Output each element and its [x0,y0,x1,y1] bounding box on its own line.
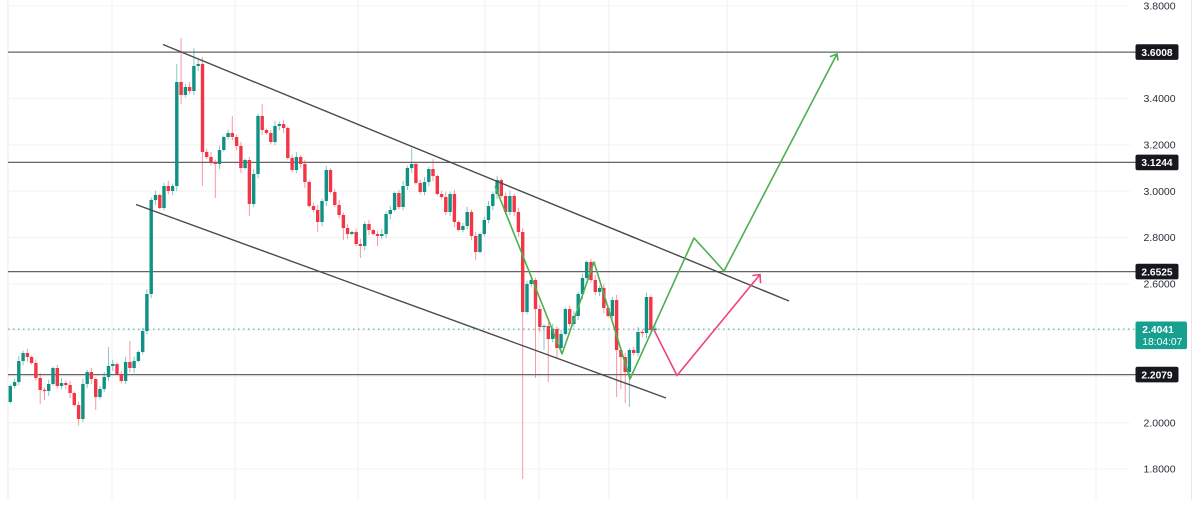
svg-text:2.6000: 2.6000 [1144,278,1176,290]
svg-text:2.4041: 2.4041 [1142,325,1174,336]
svg-text:3.0000: 3.0000 [1144,186,1176,198]
svg-text:18:04:07: 18:04:07 [1142,337,1182,348]
svg-text:2.6525: 2.6525 [1141,267,1172,278]
svg-text:2.0000: 2.0000 [1144,417,1176,429]
svg-text:3.2000: 3.2000 [1144,140,1176,152]
svg-text:3.4000: 3.4000 [1144,93,1176,105]
svg-text:2.8000: 2.8000 [1144,232,1176,244]
svg-text:2.2079: 2.2079 [1141,370,1172,381]
svg-text:1.8000: 1.8000 [1144,464,1176,476]
svg-text:3.1244: 3.1244 [1141,158,1172,169]
svg-text:3.6008: 3.6008 [1141,48,1172,59]
svg-text:3.8000: 3.8000 [1144,1,1176,13]
